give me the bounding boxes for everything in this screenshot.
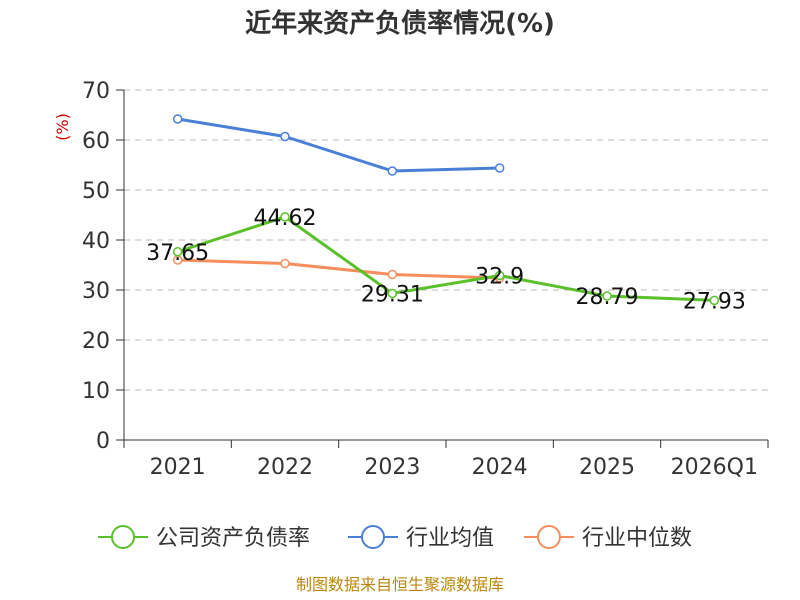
y-tick-label: 30: [82, 279, 110, 304]
legend-marker: [361, 525, 385, 549]
x-tick-label: 2021: [150, 455, 206, 480]
series-2: [172, 255, 505, 283]
legend-marker: [537, 525, 561, 549]
legend-item-2[interactable]: 行业中位数: [524, 525, 692, 551]
series-0: [172, 212, 720, 306]
data-label: 37.65: [146, 241, 209, 266]
y-axis-label: (%): [53, 113, 72, 141]
data-point[interactable]: [709, 295, 720, 306]
data-label: 28.79: [576, 285, 639, 310]
axes: 0 10 20 30 40 50 60 70 2021 2022 2023 2024 2025 2026Q…: [82, 79, 769, 480]
data-point[interactable]: [172, 114, 183, 124]
legend: 公司资产负债率 行业均值 行业中位数: [98, 525, 692, 551]
series-line: [177, 215, 715, 302]
x-tick-label: 2024: [472, 455, 528, 480]
data-point[interactable]: [494, 270, 505, 281]
y-tick-label: 70: [82, 79, 110, 104]
legend-label: 行业中位数: [582, 526, 692, 551]
data-point[interactable]: [387, 269, 398, 280]
series-group: [172, 114, 720, 306]
series-line: [177, 258, 500, 280]
y-tick-label: 50: [82, 179, 110, 204]
data-point[interactable]: [280, 131, 290, 142]
chart-title: 近年来资产负债率情况(%): [245, 8, 555, 39]
data-label: 32.9: [475, 265, 524, 290]
data-point[interactable]: [280, 212, 290, 222]
data-point[interactable]: [280, 258, 290, 269]
data-label: 27.93: [683, 289, 746, 314]
data-point[interactable]: [172, 247, 183, 257]
y-tick-label: 0: [96, 429, 110, 454]
x-tick-label: 2023: [364, 455, 420, 480]
legend-item-1[interactable]: 行业均值: [348, 525, 494, 551]
data-label: 29.31: [361, 282, 424, 307]
legend-label: 公司资产负债率: [156, 526, 310, 551]
series-line: [177, 117, 500, 173]
y-tick-label: 40: [82, 229, 110, 254]
series-1: [172, 114, 505, 176]
legend-label: 行业均值: [406, 526, 494, 551]
y-tick-label: 20: [82, 329, 110, 354]
data-point[interactable]: [387, 288, 398, 299]
y-tick-label: 60: [82, 129, 110, 154]
legend-marker: [111, 525, 135, 549]
x-tick-label: 2025: [579, 455, 635, 480]
x-tick-label: 2022: [257, 455, 313, 480]
legend-item-0[interactable]: 公司资产负债率: [98, 525, 310, 551]
grid: [124, 89, 768, 391]
source-note: 制图数据来自恒生聚源数据库: [296, 575, 504, 594]
data-label: 44.62: [254, 206, 317, 231]
data-point[interactable]: [387, 166, 398, 176]
data-point[interactable]: [494, 163, 505, 173]
data-point[interactable]: [602, 291, 612, 301]
data-labels: 37.65 44.62 29.31 32.9 28.79 27.93: [146, 206, 746, 314]
y-tick-label: 10: [82, 379, 110, 404]
x-tick-label: 2026Q1: [671, 455, 758, 480]
